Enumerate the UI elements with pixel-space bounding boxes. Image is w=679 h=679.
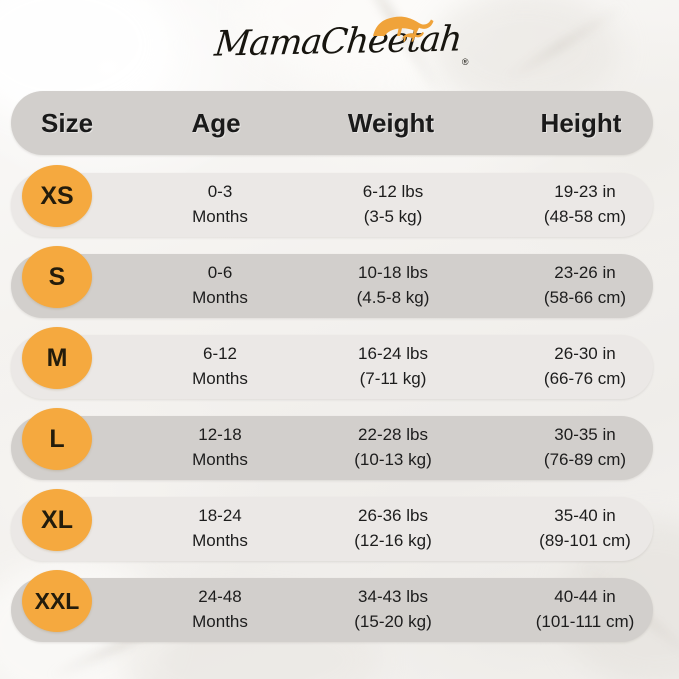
size-badge: XXL	[22, 570, 92, 632]
age-secondary: Months	[192, 531, 248, 550]
cell-age: 0-6 Months	[140, 254, 300, 318]
column-header-size: Size	[41, 107, 94, 138]
weight-primary: 34-43 lbs	[358, 587, 428, 607]
height-secondary: (76-89 cm)	[543, 450, 627, 469]
table-body: XS 0-3 Months 6-12 lbs (3-5 kg) 19-23 in (48-5…	[11, 165, 653, 642]
height-secondary: (89-101 cm)	[539, 531, 631, 550]
table-header-row: Size Age Weight Height	[11, 91, 653, 155]
table-row: M 6-12 Months 16-24 lbs (7-11 kg) 26-30 in (66…	[11, 327, 653, 399]
weight-primary: 26-36 lbs	[358, 506, 428, 526]
age-secondary: Months	[192, 207, 248, 226]
weight-secondary: (10-13 kg)	[354, 450, 432, 469]
registered-trademark-icon: ®	[461, 57, 469, 67]
weight-secondary: (7-11 kg)	[359, 369, 427, 388]
age-secondary: Months	[192, 612, 248, 631]
cell-age: 18-24 Months	[140, 497, 300, 561]
size-chart-table: Size Age Weight Height XS 0-3 Months 6-12 l…	[11, 91, 653, 659]
cell-height: 35-40 in (89-101 cm)	[495, 497, 675, 561]
cheetah-with-cub-icon	[372, 16, 433, 42]
table-row: XXL 24-48 Months 34-43 lbs (15-20 kg) 40-44 i…	[11, 570, 653, 642]
column-header-height: Height	[540, 107, 622, 138]
height-primary: 23-26 in	[554, 263, 616, 283]
table-row: L 12-18 Months 22-28 lbs (10-13 kg) 30-35 in (…	[11, 408, 653, 480]
weight-primary: 10-18 lbs	[358, 263, 428, 283]
table-row: XS 0-3 Months 6-12 lbs (3-5 kg) 19-23 in (48-5…	[11, 165, 653, 237]
cell-height: 30-35 in (76-89 cm)	[495, 416, 675, 480]
height-secondary: (48-58 cm)	[543, 207, 627, 226]
cell-weight: 26-36 lbs (12-16 kg)	[303, 497, 483, 561]
size-badge: XS	[22, 165, 92, 227]
size-badge: XL	[22, 489, 92, 551]
weight-primary: 6-12 lbs	[362, 182, 424, 202]
cell-age: 12-18 Months	[140, 416, 300, 480]
age-primary: 12-18	[198, 425, 242, 445]
weight-primary: 16-24 lbs	[358, 344, 428, 364]
table-row: XL 18-24 Months 26-36 lbs (12-16 kg) 35-40 in…	[11, 489, 653, 561]
cell-height: 40-44 in (101-111 cm)	[495, 578, 675, 642]
weight-secondary: (4.5-8 kg)	[356, 288, 430, 307]
age-primary: 0-6	[207, 263, 233, 283]
age-secondary: Months	[192, 450, 248, 469]
height-primary: 30-35 in	[554, 425, 616, 445]
height-secondary: (66-76 cm)	[543, 369, 627, 388]
height-secondary: (58-66 cm)	[543, 288, 627, 307]
height-primary: 26-30 in	[554, 344, 616, 364]
weight-secondary: (15-20 kg)	[354, 612, 432, 631]
cell-weight: 16-24 lbs (7-11 kg)	[303, 335, 483, 399]
cell-weight: 34-43 lbs (15-20 kg)	[303, 578, 483, 642]
age-secondary: Months	[192, 288, 248, 307]
age-primary: 18-24	[198, 506, 242, 526]
height-secondary: (101-111 cm)	[535, 612, 635, 631]
cell-age: 24-48 Months	[140, 578, 300, 642]
height-primary: 35-40 in	[554, 506, 616, 526]
cell-height: 26-30 in (66-76 cm)	[495, 335, 675, 399]
age-primary: 24-48	[198, 587, 242, 607]
cell-age: 0-3 Months	[140, 173, 300, 237]
size-badge: M	[22, 327, 92, 389]
brand-logo: MamaCheetah ®	[0, 8, 679, 82]
cell-height: 23-26 in (58-66 cm)	[495, 254, 675, 318]
cell-weight: 22-28 lbs (10-13 kg)	[303, 416, 483, 480]
height-primary: 19-23 in	[554, 182, 616, 202]
cell-weight: 6-12 lbs (3-5 kg)	[303, 173, 483, 237]
cell-age: 6-12 Months	[140, 335, 300, 399]
age-secondary: Months	[192, 369, 248, 388]
height-primary: 40-44 in	[554, 587, 616, 607]
cell-height: 19-23 in (48-58 cm)	[495, 173, 675, 237]
cell-weight: 10-18 lbs (4.5-8 kg)	[303, 254, 483, 318]
column-header-age: Age	[191, 107, 241, 138]
age-primary: 0-3	[207, 182, 233, 202]
age-primary: 6-12	[202, 344, 238, 364]
weight-primary: 22-28 lbs	[358, 425, 428, 445]
column-header-weight: Weight	[347, 107, 435, 138]
weight-secondary: (3-5 kg)	[363, 207, 423, 226]
table-row: S 0-6 Months 10-18 lbs (4.5-8 kg) 23-26 in (58…	[11, 246, 653, 318]
weight-secondary: (12-16 kg)	[354, 531, 432, 550]
size-badge: L	[22, 408, 92, 470]
size-badge: S	[22, 246, 92, 308]
